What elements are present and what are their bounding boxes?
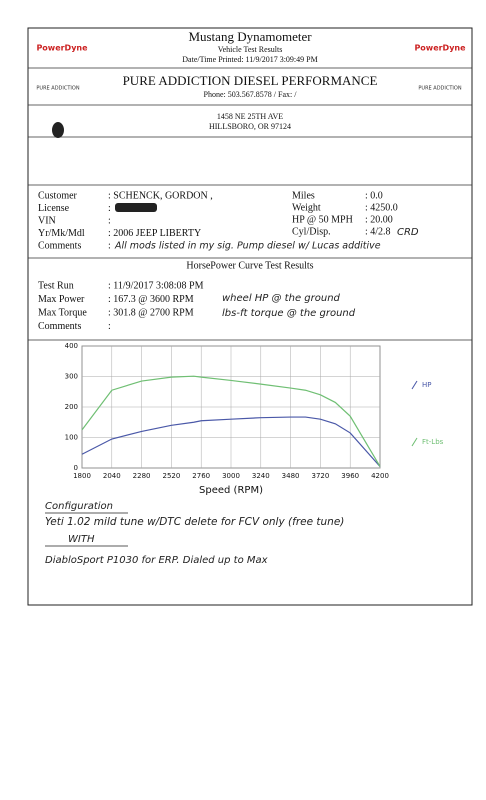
handwriting: WITH — [68, 534, 95, 545]
field-label: VIN — [38, 215, 56, 226]
y-tick-label: 400 — [65, 342, 78, 350]
page-border — [27, 27, 473, 606]
subtitle: Vehicle Test Results — [218, 45, 283, 54]
title: Mustang Dynamometer — [188, 29, 312, 44]
address: HILLSBORO, OR 97124 — [209, 122, 291, 131]
x-axis-label: Speed (RPM) — [199, 485, 263, 496]
x-tick-label: 2520 — [162, 472, 180, 480]
legend-label: Ft-Lbs — [422, 438, 444, 446]
x-tick-label: 3480 — [282, 472, 300, 480]
handwriting: wheel HP @ the ground — [222, 293, 341, 304]
section-title: HorsePower Curve Test Results — [186, 260, 313, 271]
field-label: Max Torque — [38, 307, 87, 318]
field-label: Customer — [38, 190, 78, 201]
legend-swatch — [411, 437, 418, 447]
field-label: Comments — [38, 321, 81, 332]
field-label: Weight — [292, 202, 321, 213]
address: 1458 NE 25TH AVE — [217, 112, 283, 121]
x-tick-label: 3240 — [252, 472, 270, 480]
y-tick-label: 200 — [65, 403, 78, 411]
field-value: : — [108, 321, 111, 332]
legend-swatch — [411, 380, 418, 390]
shop: PURE ADDICTION DIESEL PERFORMANCE — [123, 73, 378, 88]
field-value: : 167.3 @ 3600 RPM — [108, 294, 194, 305]
field-label: Max Power — [38, 294, 85, 305]
field-label: HP @ 50 MPH — [292, 214, 353, 225]
series-line — [81, 375, 381, 467]
field-value: : 4250.0 — [365, 202, 398, 213]
x-tick-label: 3000 — [222, 472, 240, 480]
x-tick-label: 2280 — [133, 472, 151, 480]
x-tick-label: 3720 — [311, 472, 329, 480]
field-value: : 11/9/2017 3:08:08 PM — [108, 280, 204, 291]
handwriting: All mods listed in my sig. Pump diesel w… — [114, 241, 381, 252]
handwriting: Yeti 1.02 mild tune w/DTC delete for FCV… — [45, 516, 344, 528]
ink-blot — [52, 122, 64, 138]
field-label: Miles — [292, 190, 315, 201]
field-label: Test Run — [38, 280, 74, 291]
x-tick-label: 3960 — [341, 472, 359, 480]
field-label: Yr/Mk/Mdl — [38, 228, 85, 239]
handwriting: CRD — [397, 227, 419, 238]
field-value: : 2006 JEEP LIBERTY — [108, 228, 201, 239]
handwriting: DiabloSport P1030 for ERP. Dialed up to … — [45, 555, 268, 566]
field-value: : — [108, 215, 111, 226]
x-tick-label: 1800 — [73, 472, 91, 480]
redaction — [115, 203, 157, 212]
y-tick-label: 100 — [65, 434, 78, 442]
y-tick-label: 300 — [65, 373, 78, 381]
field-label: License — [38, 203, 70, 214]
field-value: : — [108, 203, 111, 214]
shop-logo-right: PURE ADDICTION — [418, 86, 461, 92]
field-value: : 0.0 — [365, 190, 383, 201]
field-label: Cyl/Disp. — [292, 226, 331, 237]
x-tick-label: 4200 — [371, 472, 389, 480]
handwriting: lbs-ft torque @ the ground — [222, 308, 356, 319]
field-value: : 4/2.8 — [365, 226, 391, 237]
handwriting: Configuration — [45, 501, 113, 512]
field-value: : — [108, 240, 111, 251]
printed: Date/Time Printed: 11/9/2017 3:09:49 PM — [182, 55, 317, 64]
field-value: : 301.8 @ 2700 RPM — [108, 307, 194, 318]
field-label: Comments — [38, 240, 81, 251]
field-value: : 20.00 — [365, 214, 393, 225]
logo-right: PowerDyne — [414, 44, 466, 53]
logo-left: PowerDyne — [36, 44, 88, 53]
x-tick-label: 2760 — [192, 472, 210, 480]
series-line — [81, 416, 381, 467]
legend-label: HP — [422, 381, 432, 389]
shop-logo-left: PURE ADDICTION — [36, 86, 79, 92]
field-value: : SCHENCK, GORDON , — [108, 190, 213, 201]
x-tick-label: 2040 — [103, 472, 121, 480]
phone: Phone: 503.567.8578 / Fax: / — [204, 90, 298, 99]
y-tick-label: 0 — [74, 464, 78, 472]
